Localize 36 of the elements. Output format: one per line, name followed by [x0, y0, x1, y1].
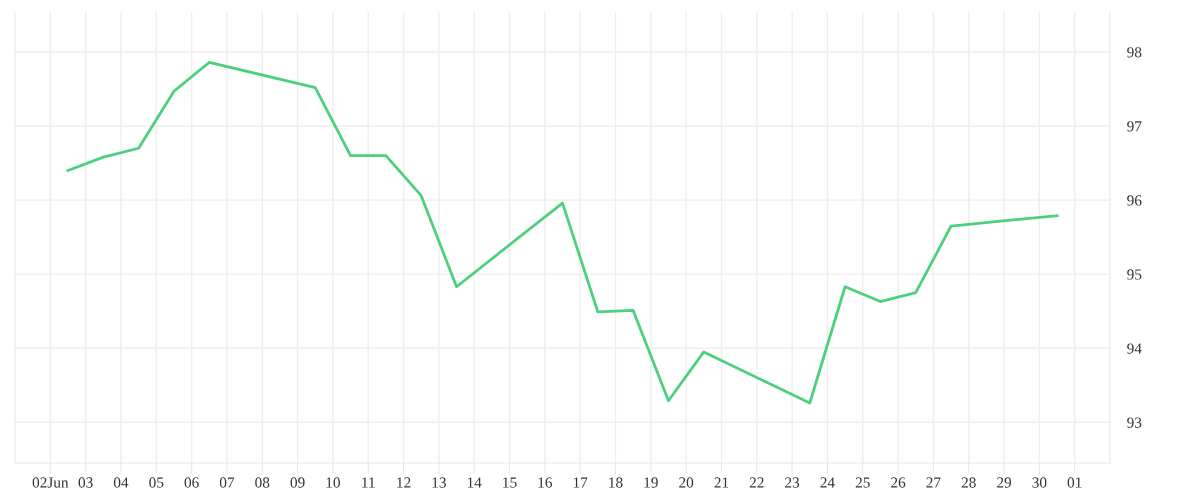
x-tick-label: 30: [1032, 477, 1047, 488]
x-tick-label: 06: [184, 477, 199, 488]
x-tick-label: 21: [714, 477, 729, 488]
x-tick-label: 14: [467, 477, 482, 488]
x-tick-label: 04: [113, 477, 129, 488]
x-tick-label: 13: [432, 477, 446, 488]
x-tick-label: 12: [397, 477, 411, 488]
x-tick-label: 15: [503, 477, 517, 488]
x-tick-label: 03: [78, 477, 93, 488]
x-tick-label: 07: [219, 477, 235, 488]
x-tick-label: 24: [820, 477, 835, 488]
y-tick-label: 94: [1127, 343, 1142, 354]
x-tick-label: 08: [255, 477, 270, 488]
x-tick-label: 22: [749, 477, 764, 488]
x-tick-label: 10: [326, 477, 340, 488]
y-tick-label: 96: [1127, 195, 1142, 206]
x-tick-label: 26: [891, 477, 906, 488]
x-tick-label: 23: [785, 477, 800, 488]
x-tick-label: 28: [961, 477, 976, 488]
x-tick-label: 27: [926, 477, 941, 488]
x-tick-label: 16: [538, 477, 553, 488]
x-tick-label: 01: [1067, 477, 1082, 488]
x-tick-label: 11: [362, 477, 375, 488]
x-tick-label: 29: [997, 477, 1012, 488]
x-tick-label: 19: [644, 477, 658, 488]
x-tick-label: 25: [855, 477, 870, 488]
y-tick-label: 95: [1127, 269, 1142, 280]
y-tick-label: 97: [1127, 121, 1142, 132]
x-tick-label: 18: [609, 477, 623, 488]
y-tick-label: 93: [1127, 417, 1142, 428]
x-tick-label: 20: [679, 477, 694, 488]
x-tick-label: 05: [149, 477, 164, 488]
x-tick-label: 17: [573, 477, 588, 488]
y-tick-label: 98: [1127, 47, 1142, 58]
x-tick-label: 09: [290, 477, 305, 488]
x-tick-label: 02Jun: [32, 477, 69, 488]
